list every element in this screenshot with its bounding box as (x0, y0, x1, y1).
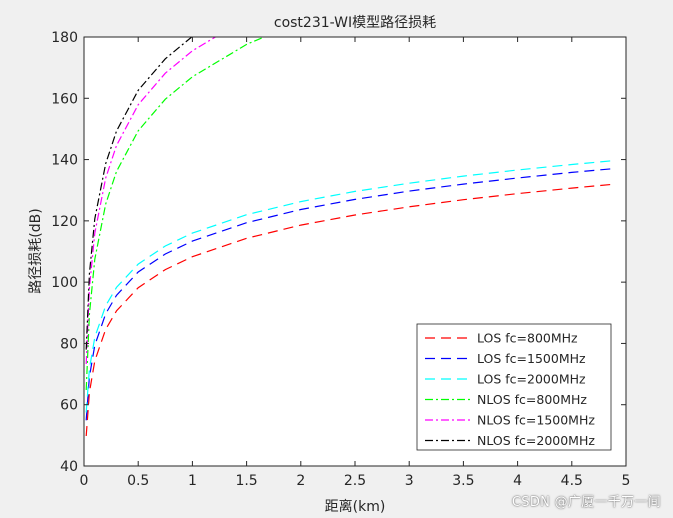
legend-label: NLOS fc=800MHz (477, 392, 587, 407)
x-axis-label: 距离(km) (325, 498, 386, 515)
x-tick-label: 4.5 (561, 473, 583, 489)
watermark: CSDN @广厦一千万一间 (511, 495, 661, 510)
x-tick-label: 0.5 (127, 473, 149, 489)
legend-box (416, 323, 612, 451)
x-tick-label: 1 (188, 473, 197, 489)
x-tick-label: 0 (80, 473, 89, 489)
y-tick-label: 180 (51, 30, 78, 46)
y-tick-label: 100 (51, 275, 78, 291)
x-tick-label: 3 (405, 473, 414, 489)
y-tick-label: 40 (60, 459, 78, 475)
y-axis-label: 路径损耗(dB) (28, 208, 44, 293)
legend-label: LOS fc=2000MHz (477, 372, 586, 387)
series-line-3 (85, 159, 616, 413)
legend: LOS fc=800MHz LOS fc=1500MHz LOS fc=2000MH… (416, 323, 612, 451)
x-tick-label: 4 (513, 473, 522, 489)
x-tick-label: 1.5 (235, 473, 257, 489)
legend-label: NLOS fc=1500MHz (477, 413, 595, 428)
legend-label: NLOS fc=2000MHz (477, 433, 595, 448)
x-tick-label: 5 (622, 473, 631, 489)
x-tick-label: 3.5 (452, 473, 474, 489)
x-tick-label: 2.5 (344, 473, 366, 489)
chart-title: cost231-WI模型路径损耗 (274, 15, 436, 31)
y-tick-label: 120 (51, 214, 78, 230)
y-tick-label: 80 (60, 336, 78, 352)
x-tick-label: 2 (296, 473, 305, 489)
y-tick-label: 160 (51, 91, 78, 107)
legend-label: LOS fc=800MHz (477, 331, 578, 346)
tick-layer: 0 0.5 1 1.5 2 2.5 3 3.5 4 4.5 5 40 60 80 100 120 140 160 1… (51, 30, 630, 489)
y-tick-label: 60 (60, 398, 78, 414)
series-line-2 (85, 167, 616, 421)
series-line-1 (85, 183, 616, 437)
y-tick-label: 140 (51, 153, 78, 169)
series-layer (85, 37, 616, 437)
legend-label: LOS fc=1500MHz (477, 351, 586, 366)
